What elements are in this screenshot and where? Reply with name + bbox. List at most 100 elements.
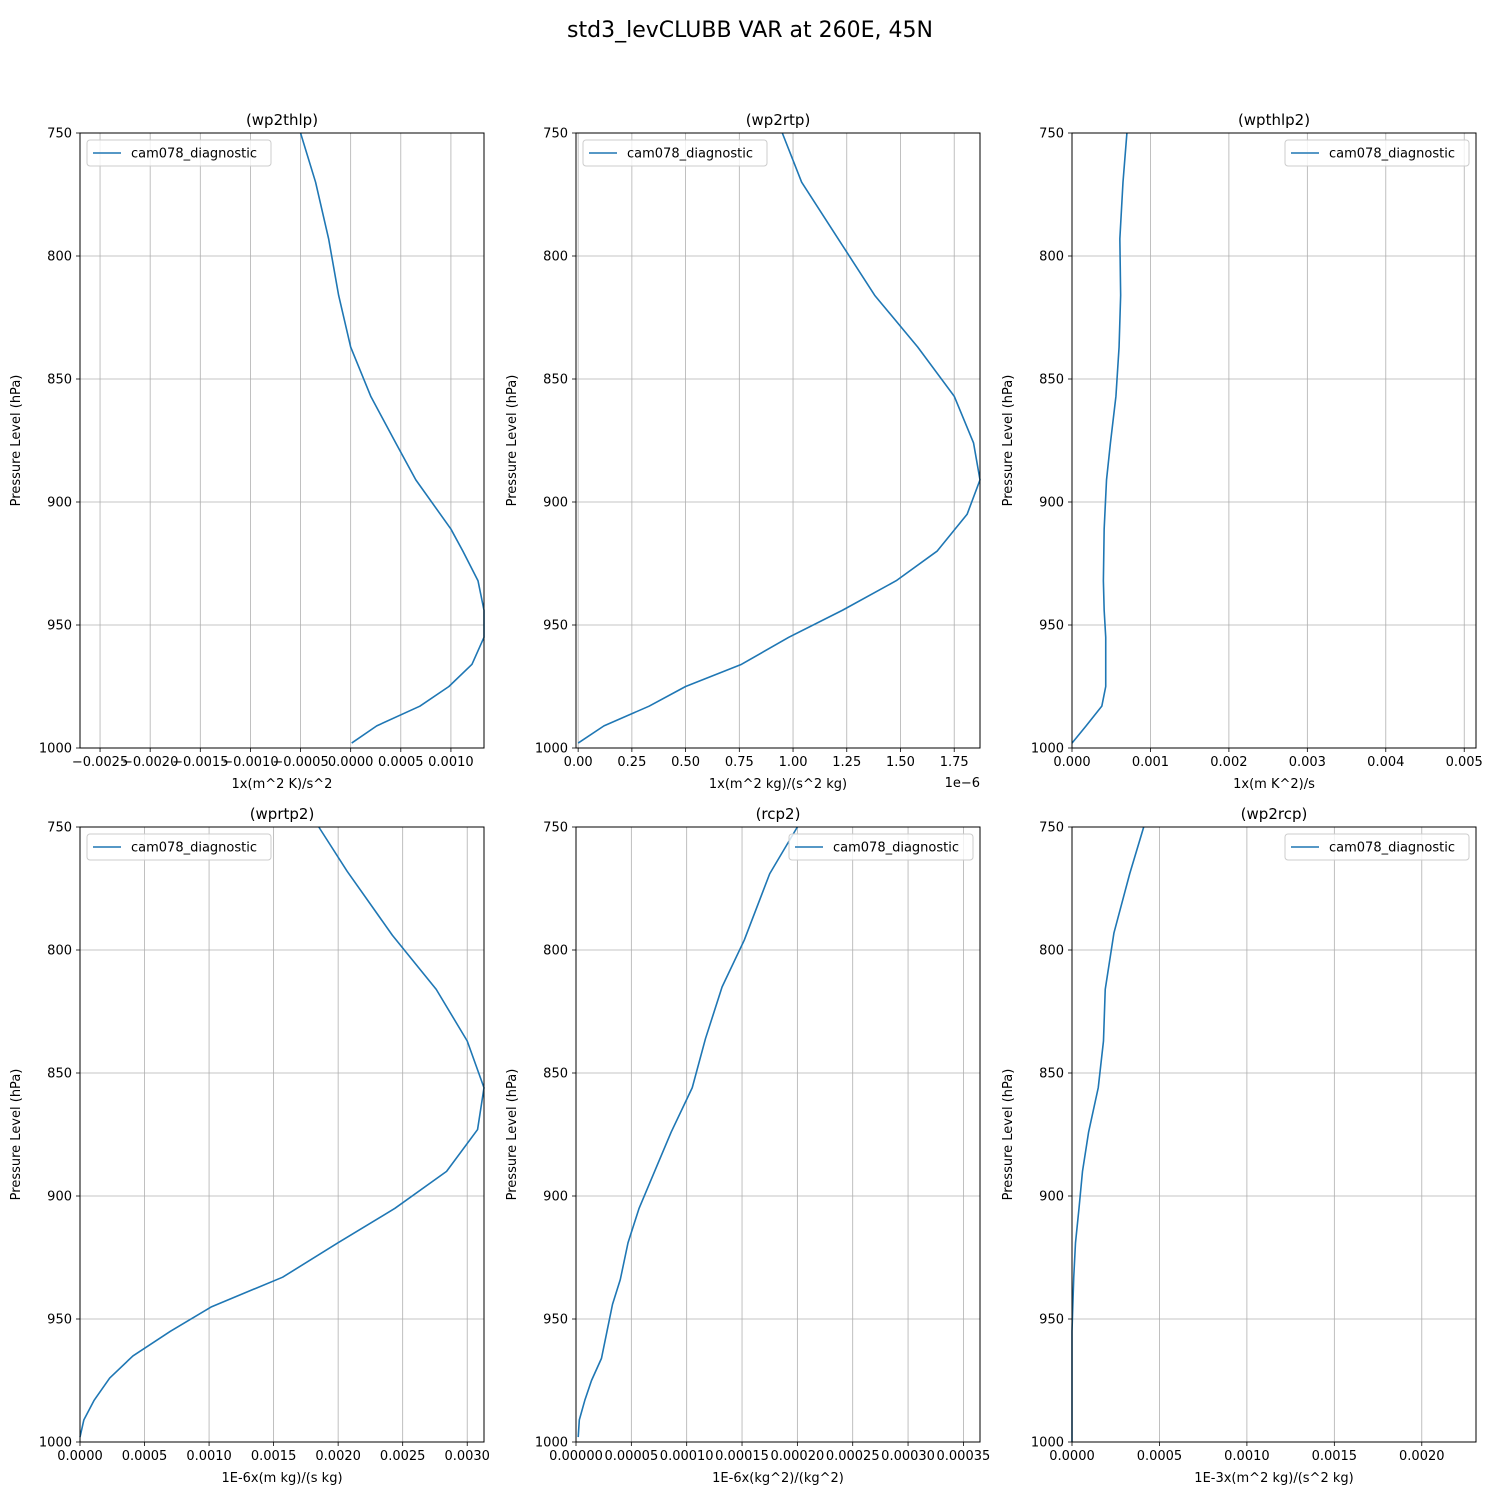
chart-4-y-tick-label: 850 xyxy=(47,1067,72,1082)
chart-6-y-tick-label: 800 xyxy=(1039,944,1064,959)
chart-4-x-tick-label: 0.0030 xyxy=(444,1449,490,1464)
chart-3-legend-box xyxy=(1284,139,1470,167)
chart-3-y-tick-label: 850 xyxy=(1039,373,1064,388)
chart-2-panel: 0.00 0.25 0.50 0.75 1.00 1.25 1.50 1.75 750 800 85… xyxy=(505,111,981,792)
chart-5-series-line xyxy=(577,826,799,1438)
chart-3-x-tick-label: 0.000 xyxy=(1053,755,1090,770)
chart-2-series-line xyxy=(577,132,981,744)
chart-1-panel: −0.0025−0.0020−0.0015−0.0010−0.0005 0.000… xyxy=(9,111,485,792)
chart-4-x-tick-label: 0.0020 xyxy=(315,1449,361,1464)
chart-4-y-tick-label: 900 xyxy=(47,1190,72,1205)
chart-2-x-tick-label: 1.75 xyxy=(940,755,969,770)
chart-2-x-tick-label: 1.00 xyxy=(779,755,808,770)
chart-1-legend-label: cam078_diagnostic xyxy=(131,147,257,162)
chart-6-y-tick-label: 950 xyxy=(1039,1313,1064,1328)
chart-2-y-tick-label: 750 xyxy=(543,127,568,142)
chart-4-legend-label: cam078_diagnostic xyxy=(131,841,257,856)
chart-6-y-axis-label: Pressure Level (hPa) xyxy=(1001,1069,1016,1201)
chart-4-panel: 0.0000 0.0005 0.0010 0.0015 0.0020 0.0025 0.00… xyxy=(9,805,490,1486)
chart-1-x-tick-label: 0.0005 xyxy=(378,755,424,770)
chart-2-x-tick-label: 0.75 xyxy=(725,755,754,770)
chart-1-title: (wp2thlp) xyxy=(246,111,318,129)
chart-5-x-tick-label: 0.00030 xyxy=(881,1449,935,1464)
chart-3-y-tick-label: 1000 xyxy=(1031,742,1064,757)
chart-5-legend-label: cam078_diagnostic xyxy=(833,841,959,856)
chart-6-axes-frame xyxy=(1071,826,1477,1443)
chart-5-x-axis-label: 1E-6x(kg^2)/(kg^2) xyxy=(712,1471,844,1486)
chart-3-x-tick-label: 0.002 xyxy=(1210,755,1247,770)
chart-5-x-tick-label: 0.00010 xyxy=(660,1449,714,1464)
chart-4-x-tick-label: 0.0005 xyxy=(122,1449,168,1464)
chart-6-y-tick-label: 750 xyxy=(1039,821,1064,836)
chart-6-y-tick-label: 850 xyxy=(1039,1067,1064,1082)
chart-2-y-tick-label: 800 xyxy=(543,250,568,265)
chart-1-x-tick-label: −0.0010 xyxy=(222,755,278,770)
chart-3-series-line xyxy=(1071,132,1128,744)
chart-6-x-tick-label: 0.0005 xyxy=(1137,1449,1183,1464)
chart-5-x-tick-label: 0.00015 xyxy=(715,1449,769,1464)
chart-4-x-tick-label: 0.0010 xyxy=(186,1449,232,1464)
chart-4-legend-box xyxy=(86,833,272,861)
chart-5-panel: 0.00000 0.00005 0.00010 0.00015 0.00020 0.000… xyxy=(505,805,990,1486)
chart-4-y-tick-label: 950 xyxy=(47,1313,72,1328)
chart-4-y-tick-label: 1000 xyxy=(39,1436,72,1451)
chart-2-y-tick-label: 950 xyxy=(543,619,568,634)
chart-1-axes-frame xyxy=(79,132,485,749)
chart-5-x-tick-label: 0.00035 xyxy=(937,1449,991,1464)
chart-1-y-axis-label: Pressure Level (hPa) xyxy=(9,375,24,507)
chart-4-x-tick-label: 0.0015 xyxy=(251,1449,297,1464)
chart-5-title: (rcp2) xyxy=(756,805,801,823)
chart-1-x-tick-label: 0.0010 xyxy=(428,755,474,770)
chart-2-x-tick-label: 0.25 xyxy=(617,755,646,770)
chart-1-y-tick-label: 800 xyxy=(47,250,72,265)
chart-3-panel: 0.000 0.001 0.002 0.003 0.004 0.005 750 800 850 9… xyxy=(1001,111,1483,792)
chart-6-x-tick-label: 0.0010 xyxy=(1224,1449,1270,1464)
chart-6-panel: 0.0000 0.0005 0.0010 0.0015 0.0020 750 800 850 9… xyxy=(1001,805,1477,1486)
chart-5-y-tick-label: 800 xyxy=(543,944,568,959)
chart-5-y-tick-label: 850 xyxy=(543,1067,568,1082)
chart-6-legend-box xyxy=(1284,833,1470,861)
chart-5-y-tick-label: 950 xyxy=(543,1313,568,1328)
chart-1-y-tick-label: 950 xyxy=(47,619,72,634)
chart-2-y-tick-label: 850 xyxy=(543,373,568,388)
chart-4-series-line xyxy=(79,826,485,1438)
chart-5-x-tick-label: 0.00000 xyxy=(549,1449,603,1464)
chart-2-x-tick-label: 0.00 xyxy=(564,755,593,770)
chart-2-axes-frame xyxy=(575,132,981,749)
chart-2-x-tick-label: 0.50 xyxy=(671,755,700,770)
chart-6-x-tick-label: 0.0000 xyxy=(1049,1449,1095,1464)
chart-5-legend-box xyxy=(788,833,974,861)
chart-2-legend-box xyxy=(582,139,768,167)
chart-1-x-tick-label: −0.0005 xyxy=(272,755,328,770)
chart-6-y-tick-label: 900 xyxy=(1039,1190,1064,1205)
chart-1-y-tick-label: 900 xyxy=(47,496,72,511)
chart-6-title: (wp2rcp) xyxy=(1241,805,1308,823)
chart-2-y-tick-label: 1000 xyxy=(535,742,568,757)
chart-5-y-tick-label: 900 xyxy=(543,1190,568,1205)
chart-1-y-tick-label: 850 xyxy=(47,373,72,388)
chart-3-x-tick-label: 0.003 xyxy=(1289,755,1326,770)
chart-3-y-axis-label: Pressure Level (hPa) xyxy=(1001,375,1016,507)
chart-1-x-tick-label: −0.0025 xyxy=(72,755,128,770)
chart-3-title: (wpthlp2) xyxy=(1238,111,1310,129)
chart-3-y-tick-label: 800 xyxy=(1039,250,1064,265)
chart-2-x-offset-text: 1e−6 xyxy=(945,776,980,791)
chart-4-x-tick-label: 0.0000 xyxy=(57,1449,103,1464)
chart-3-y-tick-label: 900 xyxy=(1039,496,1064,511)
chart-1-x-tick-label: −0.0015 xyxy=(172,755,228,770)
chart-2-x-axis-label: 1x(m^2 kg)/(s^2 kg) xyxy=(709,777,847,792)
chart-5-y-tick-label: 750 xyxy=(543,821,568,836)
chart-6-y-tick-label: 1000 xyxy=(1031,1436,1064,1451)
chart-2-x-tick-label: 1.50 xyxy=(886,755,915,770)
chart-2-y-tick-label: 900 xyxy=(543,496,568,511)
chart-4-axes-frame xyxy=(79,826,485,1443)
chart-3-x-tick-label: 0.001 xyxy=(1132,755,1169,770)
chart-3-axes-frame xyxy=(1071,132,1477,749)
chart-1-x-tick-label: −0.0020 xyxy=(122,755,178,770)
figure-title: std3_levCLUBB VAR at 260E, 45N xyxy=(567,18,933,43)
chart-5-axes-frame xyxy=(575,826,981,1443)
chart-3-x-tick-label: 0.004 xyxy=(1367,755,1404,770)
chart-4-y-axis-label: Pressure Level (hPa) xyxy=(9,1069,24,1201)
chart-5-y-tick-label: 1000 xyxy=(535,1436,568,1451)
